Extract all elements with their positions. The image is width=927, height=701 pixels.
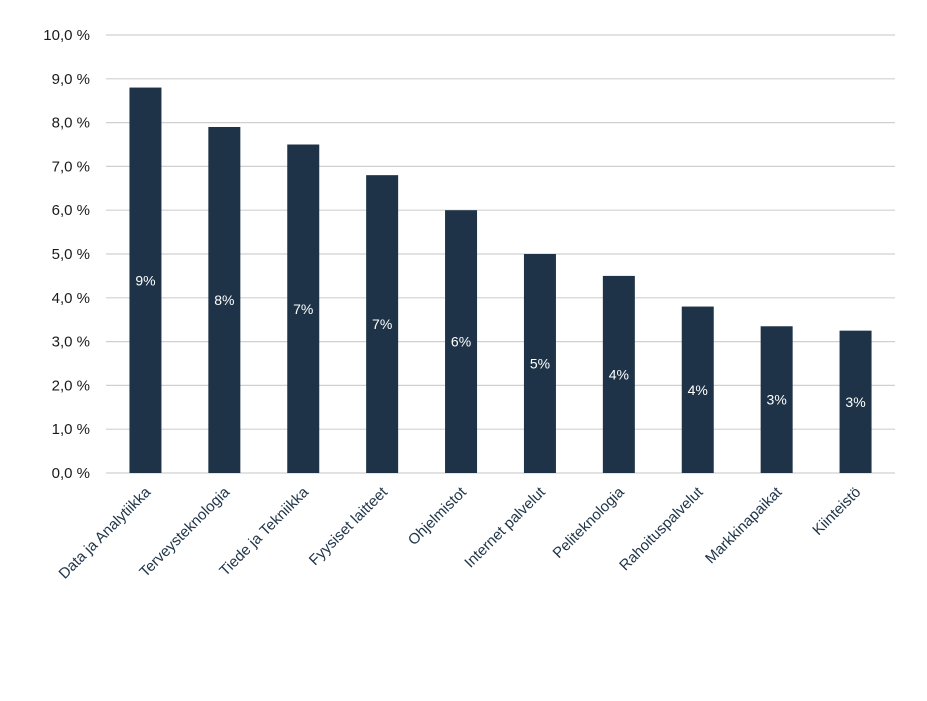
bar-data-label: 4% — [688, 382, 708, 398]
bar — [602, 275, 635, 473]
y-tick-label: 6,0 % — [52, 202, 90, 219]
bar-data-labels: 9% 8% 7% 7% 6% 5% 4% 4% 3% 3% — [135, 272, 865, 410]
y-tick-label: 4,0 % — [52, 290, 90, 307]
bar — [839, 330, 872, 473]
x-category-label: Ohjelmistot — [405, 483, 471, 549]
bar — [208, 126, 241, 473]
x-category-label: Markkinapaikat — [702, 483, 786, 567]
x-category-label: Rahoituspalvelut — [616, 483, 707, 574]
bar — [681, 306, 714, 473]
y-tick-label: 1,0 % — [52, 421, 90, 438]
y-tick-label: 8,0 % — [52, 115, 90, 132]
y-tick-label: 0,0 % — [52, 465, 90, 482]
x-category-label: Internet palvelut — [461, 483, 549, 571]
bar — [523, 254, 556, 473]
bar-data-label: 3% — [767, 392, 787, 408]
bar — [366, 175, 399, 473]
bar-data-label: 9% — [135, 272, 155, 288]
bars — [129, 87, 872, 473]
bar — [129, 87, 162, 473]
x-category-label: Kiinteistö — [809, 484, 864, 539]
bar-data-label: 7% — [293, 301, 313, 317]
bar-data-label: 7% — [372, 316, 392, 332]
bar — [760, 326, 793, 473]
y-tick-label: 10,0 % — [43, 27, 90, 44]
bar — [445, 210, 478, 473]
bar-data-label: 3% — [845, 394, 865, 410]
x-category-label: Peliteknologia — [550, 483, 629, 562]
y-tick-label: 5,0 % — [52, 246, 90, 263]
bar-data-label: 5% — [530, 356, 550, 372]
y-tick-label: 7,0 % — [52, 158, 90, 175]
y-tick-label: 9,0 % — [52, 71, 90, 88]
bar — [287, 144, 320, 473]
x-axis-category-labels: Data ja AnalytiikkaTerveysteknologiaTied… — [56, 483, 865, 582]
bar-data-label: 6% — [451, 334, 471, 350]
y-axis-tick-labels: 0,0 % 1,0 % 2,0 % 3,0 % 4,0 % 5,0 % 6,0 % 7,0 %… — [43, 27, 90, 482]
y-tick-label: 3,0 % — [52, 334, 90, 351]
x-category-label: Fyysiset laitteet — [306, 483, 392, 569]
bar-data-label: 8% — [214, 292, 234, 308]
bar-data-label: 4% — [609, 366, 629, 382]
y-tick-label: 2,0 % — [52, 377, 90, 394]
